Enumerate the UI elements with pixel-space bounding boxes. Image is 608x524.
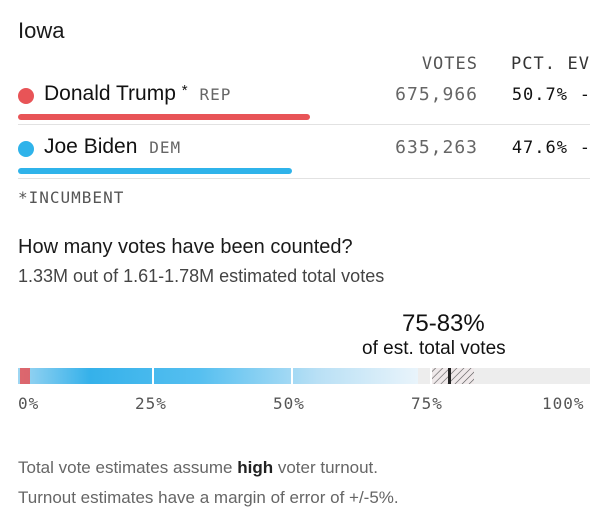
tick-25 [152,368,154,384]
counted-subtitle: 1.33M out of 1.61-1.78M estimated total … [18,266,385,286]
rep-color-dot [18,88,34,104]
counted-title: How many votes have been counted? [18,236,353,258]
estimate-range: 75-83% [402,310,485,337]
pct-column-header: PCT. [511,54,556,74]
biden-share-bar [18,168,292,174]
votes-column-header: VOTES [421,54,478,74]
ev-column-header: EV [567,54,590,74]
divider [18,124,590,125]
turnout-note-pre: Total vote estimates assume [18,458,238,477]
vote-percent: 47.6% [511,138,568,158]
progress-fill-rep [20,368,30,384]
estimate-range-hatch [430,368,474,384]
progress-tick-100: 100% [542,394,585,413]
candidate-row-biden: Joe Biden DEM 635,263 47.6% - [18,133,590,163]
progress-fill [18,368,418,384]
state-title: Iowa [18,18,65,43]
progress-tick-75: 75% [411,394,443,413]
party-label: DEM [149,138,182,157]
incumbent-marker: * [181,82,188,99]
candidate-name-text: Donald Trump [44,82,176,105]
progress-marker [448,368,451,384]
votes-counted-progress-bar [18,368,590,384]
divider [18,178,590,179]
tick-75 [430,368,432,384]
margin-of-error-note: Turnout estimates have a margin of error… [18,488,399,507]
candidate-name: Joe Biden DEM [44,135,181,159]
candidate-name: Donald Trump * REP [44,82,231,106]
progress-tick-0: 0% [18,394,40,413]
candidate-row-trump: Donald Trump * REP 675,966 50.7% - [18,80,590,110]
electoral-votes: - [579,85,590,105]
electoral-votes: - [579,138,590,158]
estimate-range-caption: of est. total votes [362,338,506,359]
vote-count: 675,966 [395,84,478,105]
dem-color-dot [18,141,34,157]
turnout-note: Total vote estimates assume high voter t… [18,458,378,478]
candidate-name-text: Joe Biden [44,135,138,158]
progress-tick-50: 50% [273,394,305,413]
turnout-note-post: voter turnout. [273,458,378,477]
party-label: REP [199,85,232,104]
incumbent-note: *INCUMBENT [18,188,125,207]
vote-percent: 50.7% [511,85,568,105]
tick-50 [291,368,293,384]
trump-share-bar [18,114,310,120]
vote-count: 635,263 [395,137,478,158]
progress-tick-25: 25% [135,394,167,413]
turnout-level: high [237,458,274,477]
